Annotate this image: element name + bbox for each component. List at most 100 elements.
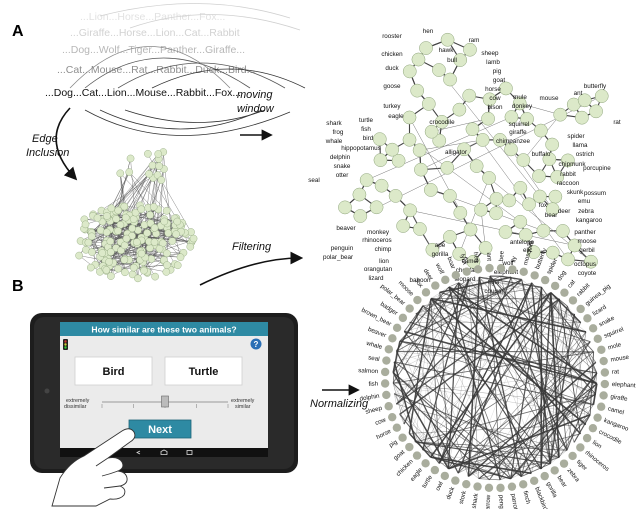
hairball-node — [133, 238, 141, 246]
word-stream: ...Lion...Horse...Panther...Fox... ...Gi… — [45, 11, 255, 99]
circle-edge — [479, 277, 594, 405]
filtered-node — [359, 173, 374, 187]
circle-edge — [566, 305, 598, 374]
circle-edge — [422, 305, 586, 425]
circle-node — [508, 265, 517, 274]
right-animal-label: Turtle — [189, 366, 219, 378]
network-label: rooster — [382, 33, 402, 40]
back-icon[interactable] — [136, 450, 141, 455]
home-icon[interactable] — [160, 449, 168, 455]
filtered-node — [482, 92, 497, 107]
filtered-node — [453, 205, 468, 220]
filtered-node — [512, 96, 527, 111]
hairball-node — [144, 150, 152, 158]
circle-node — [583, 314, 592, 323]
circle-edge — [531, 313, 575, 474]
circle-label: boar — [446, 256, 457, 270]
similarity-slider-thumb[interactable] — [161, 395, 169, 408]
circle-edge — [439, 279, 522, 464]
filtered-node — [522, 197, 536, 212]
circle-label: snake — [598, 314, 616, 328]
circle-label: camel — [607, 405, 625, 416]
circle-label: sparrow — [484, 494, 492, 509]
circle-edge — [399, 286, 450, 342]
circle-node — [484, 483, 494, 493]
circle-edge — [396, 279, 470, 405]
circle-node — [599, 356, 608, 366]
circle-node — [462, 479, 471, 489]
filtered-node — [463, 222, 478, 237]
circle-edge — [394, 393, 397, 405]
network-label: leopard — [454, 276, 476, 283]
help-button[interactable] — [250, 338, 262, 350]
circle-edge — [468, 298, 560, 477]
circle-node — [382, 356, 391, 365]
left-animal-label: Bird — [103, 366, 125, 378]
filtered-node — [443, 72, 457, 87]
network-label: monkey — [367, 229, 390, 236]
circle-edge — [392, 282, 460, 373]
circle-edge — [399, 340, 597, 374]
filtered-node — [575, 110, 589, 125]
circle-edge — [458, 282, 596, 363]
circle-label: hen — [472, 252, 481, 264]
circle-label: gorilla — [545, 481, 559, 499]
network-label: pig — [493, 68, 502, 75]
circle-node — [405, 442, 414, 452]
hairball-node — [81, 220, 90, 229]
network-label: goose — [383, 83, 401, 90]
filtered-node — [478, 240, 493, 255]
panel-label-a: A — [12, 23, 24, 40]
network-label: penguin — [331, 245, 354, 252]
hairball-node — [151, 272, 159, 281]
circle-label: eagle — [409, 466, 424, 483]
network-label: wolf — [501, 260, 513, 267]
filtered-node — [353, 209, 368, 223]
network-label: giraffe — [509, 129, 527, 136]
hairball-node — [105, 257, 113, 266]
filtered-node — [403, 203, 417, 218]
circle-edge — [549, 313, 576, 464]
filtered-node — [443, 230, 457, 244]
circle-edge — [403, 331, 522, 477]
filtered-node — [489, 192, 504, 206]
filtering-label: Filtering — [232, 241, 272, 253]
network-label: fish — [361, 126, 371, 133]
circle-node — [412, 451, 422, 460]
hairball-node — [114, 227, 122, 235]
hairball-node — [163, 249, 171, 258]
network-label: shark — [326, 120, 342, 127]
filtered-node — [533, 123, 548, 138]
circle-edge — [392, 372, 512, 480]
recent-apps-icon[interactable] — [186, 450, 193, 455]
network-label: hen — [423, 28, 434, 35]
filtered-node — [388, 189, 403, 203]
circle-edge — [415, 393, 596, 443]
circle-label: blackbird — [533, 486, 549, 509]
filtered-node — [410, 83, 425, 98]
hairball-node — [114, 206, 123, 215]
circle-edge — [458, 404, 594, 474]
circle-node — [388, 412, 397, 422]
hairball-node — [159, 239, 167, 248]
circle-node — [473, 265, 483, 274]
network-label: eagle — [388, 113, 404, 120]
normalizing-label: Normalizing — [310, 398, 369, 410]
hairball-node — [173, 217, 182, 226]
circle-label: bee — [498, 250, 506, 261]
hairball-node — [93, 214, 102, 222]
circle-node — [599, 391, 608, 400]
circle-edge — [467, 276, 491, 477]
cooccurrence-arcs — [69, 3, 306, 136]
circle-label: turtle — [421, 474, 435, 490]
filtered-node — [411, 52, 426, 67]
hairball-node — [88, 248, 96, 256]
hairball-edge — [120, 173, 123, 207]
network-label: skunk — [567, 189, 584, 196]
circle-edge — [458, 282, 532, 474]
circle-node — [600, 368, 610, 377]
circle-node — [530, 271, 539, 280]
filtered-node — [499, 81, 513, 96]
circle-edge — [468, 433, 581, 477]
circle-label: giraffe — [610, 393, 629, 403]
